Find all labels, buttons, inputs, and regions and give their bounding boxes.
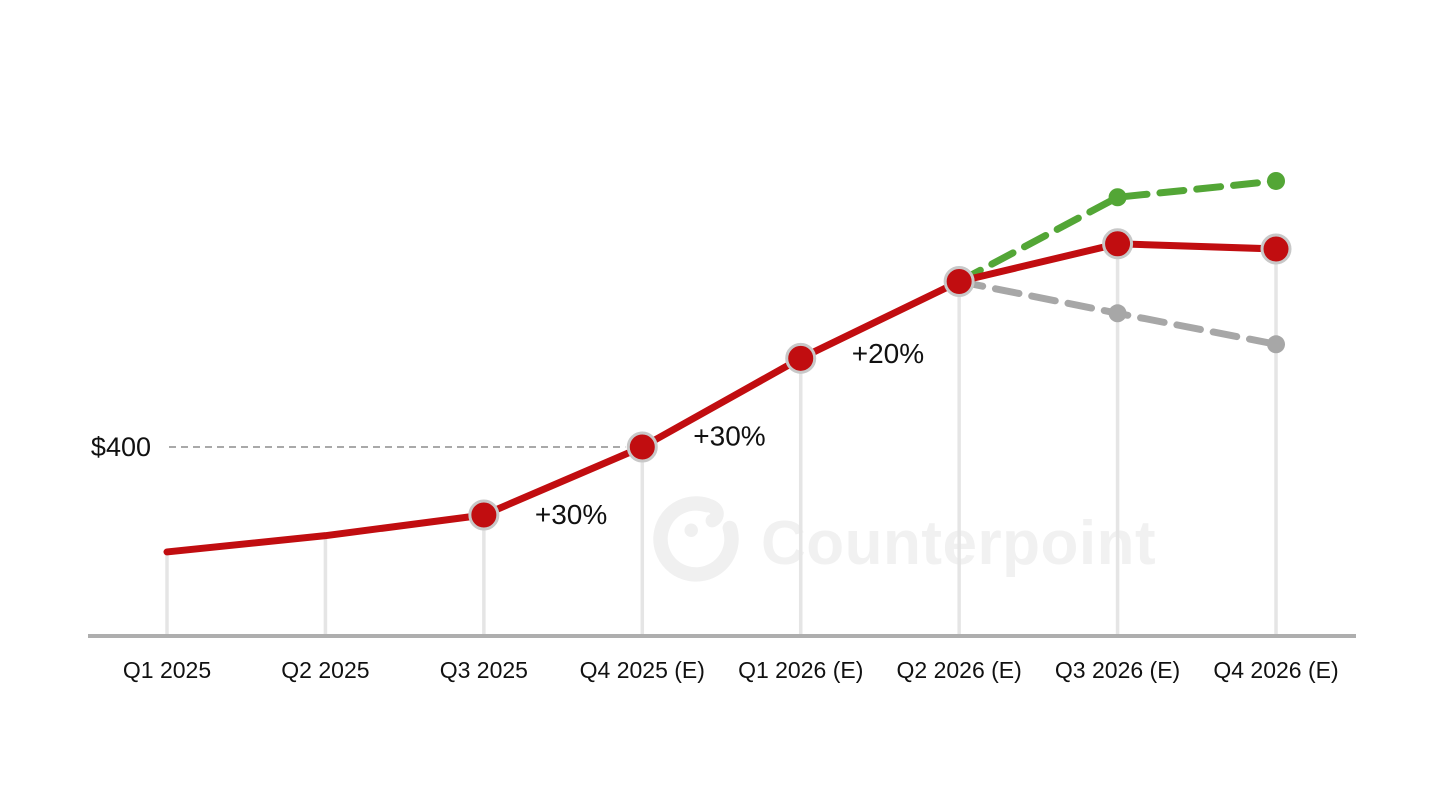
x-axis-tick-label: Q3 2026 (E) bbox=[1055, 657, 1180, 683]
annotation-label: +30% bbox=[693, 421, 765, 452]
series-base-marker bbox=[1102, 228, 1134, 260]
series-downside-marker bbox=[1108, 304, 1127, 323]
series-base-marker bbox=[626, 431, 658, 463]
series-base-line bbox=[163, 240, 1280, 556]
x-axis-tick-label: Q1 2026 (E) bbox=[738, 657, 863, 683]
series-downside-marker bbox=[1267, 335, 1286, 354]
series-upside-marker bbox=[1267, 171, 1286, 190]
series-upside-marker bbox=[1108, 188, 1127, 207]
reference-label: $400 bbox=[91, 432, 151, 462]
series-base-marker bbox=[785, 342, 817, 374]
x-axis-tick-label: Q2 2025 bbox=[281, 657, 369, 683]
series-upside-line bbox=[955, 177, 1280, 285]
x-axis-tick-label: Q3 2025 bbox=[440, 657, 528, 683]
series-base-marker bbox=[943, 265, 975, 297]
x-axis-tick-label: Q4 2026 (E) bbox=[1213, 657, 1338, 683]
series-base-marker bbox=[468, 499, 500, 531]
annotation-label: +30% bbox=[535, 499, 607, 530]
x-axis-tick-label: Q4 2025 (E) bbox=[580, 657, 705, 683]
x-axis-tick-label: Q1 2025 bbox=[123, 657, 211, 683]
annotation-label: +20% bbox=[852, 338, 924, 369]
x-axis-tick-label: Q2 2026 (E) bbox=[897, 657, 1022, 683]
series-base-marker bbox=[1260, 233, 1292, 265]
